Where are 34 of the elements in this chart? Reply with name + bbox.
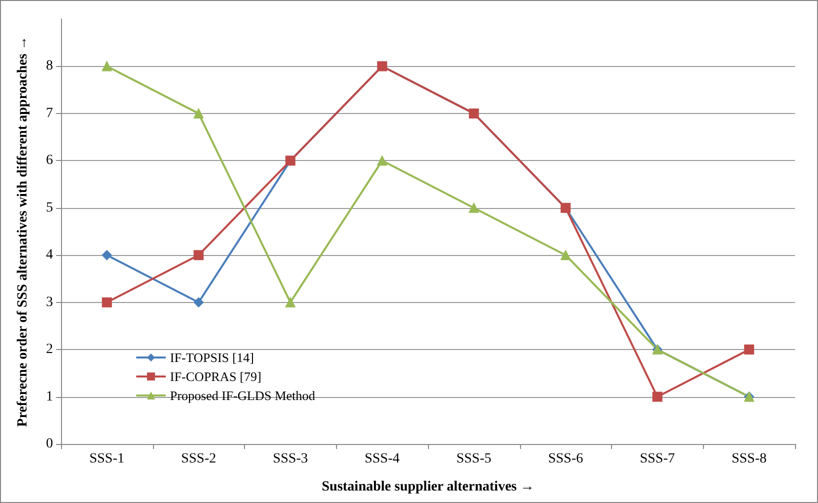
x-tick-label: SSS-3 <box>272 452 308 466</box>
y-axis-title: Preferecne order of SSS alternatives with different approaches → <box>16 36 30 427</box>
point <box>652 392 662 402</box>
x-tick-label: SSS-8 <box>732 452 767 466</box>
y-tick-label: 1 <box>46 389 53 404</box>
point <box>194 297 204 308</box>
x-tick-label: SSS-4 <box>364 452 400 466</box>
y-tick-label: 3 <box>46 294 53 310</box>
point <box>102 61 112 72</box>
y-tick-label: 5 <box>46 200 53 216</box>
x-tick-label: SSS-7 <box>640 452 675 466</box>
y-tick-label: 8 <box>46 58 53 74</box>
x-axis-title: Sustainable supplier alternatives → <box>322 480 534 494</box>
y-tick-label: 0 <box>46 436 53 452</box>
legend-label: Proposed IF-GLDS Method <box>170 388 316 403</box>
point <box>194 250 204 260</box>
point <box>102 250 112 260</box>
point <box>285 297 296 308</box>
point <box>560 250 571 260</box>
point <box>194 108 204 118</box>
y-tick-label: 7 <box>46 106 53 121</box>
point <box>102 297 112 308</box>
x-tick-label: SSS-1 <box>89 452 124 466</box>
legend-label: IF-COPRAS [79] <box>170 369 262 384</box>
y-tick-label: 2 <box>46 342 53 358</box>
x-tick-label: SSS-2 <box>181 452 216 466</box>
legend-label: IF-TOPSIS [14] <box>170 350 254 365</box>
point <box>468 202 479 213</box>
y-tick-label: 4 <box>46 248 53 263</box>
x-tick-label: SSS-6 <box>548 452 584 466</box>
point <box>377 156 388 166</box>
point <box>744 344 754 355</box>
x-tick-label: SSS-5 <box>456 452 492 466</box>
y-tick-label: 6 <box>46 153 53 168</box>
